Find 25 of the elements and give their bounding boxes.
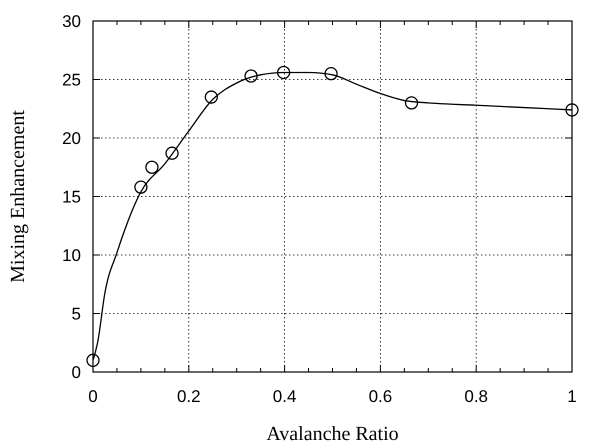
point: [404, 96, 418, 110]
point: [165, 146, 179, 160]
x-tick-label: 1: [567, 387, 577, 406]
point: [324, 67, 338, 80]
y-tick-label: 10: [62, 246, 81, 265]
y-tick-label: 30: [62, 12, 81, 31]
y-axis-title: Mixing Enhancement: [7, 110, 29, 283]
y-tick-label: 0: [72, 363, 81, 382]
x-tick-label: 0: [88, 387, 98, 406]
point: [244, 69, 258, 83]
y-tick-label: 25: [62, 70, 81, 90]
x-axis-title: Avalanche Ratio: [266, 423, 399, 445]
point: [276, 66, 290, 80]
point: [134, 180, 148, 194]
x-tick-label: 0.8: [464, 387, 488, 406]
point: [145, 160, 159, 174]
point: [204, 90, 218, 104]
x-tick-label: 0.2: [176, 387, 201, 406]
point: [565, 103, 579, 117]
x-tick-label: 0.6: [368, 387, 392, 406]
y-tick-label: 15: [62, 188, 81, 206]
point: [86, 354, 100, 367]
y-tick-label: 5: [72, 304, 81, 324]
y-tick-label: 20: [62, 129, 81, 148]
x-tick-label: 0.4: [272, 387, 296, 406]
